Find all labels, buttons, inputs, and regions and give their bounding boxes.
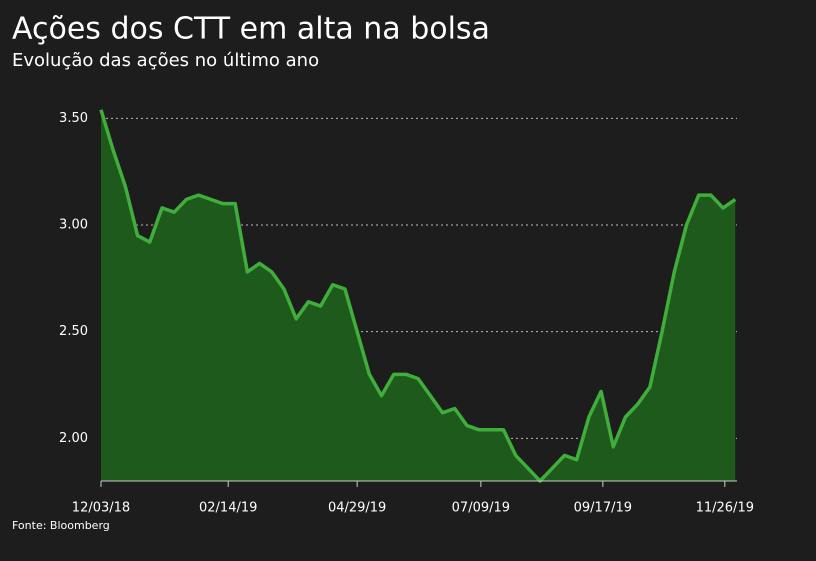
source: Fonte: Bloomberg (12, 519, 110, 532)
area (101, 109, 736, 482)
y-tick-label: 2.00 (59, 431, 88, 446)
y-tick-label: 3.50 (59, 111, 88, 126)
x-tick-label: 02/14/19 (199, 501, 257, 516)
x-tick-label: 11/26/19 (696, 501, 754, 516)
chart-title: Ações dos CTT em alta na bolsa (12, 12, 490, 47)
x-tick-label: 09/17/19 (574, 501, 632, 516)
y-tick-label: 3.00 (59, 218, 88, 233)
line (99, 109, 737, 483)
x-tick-label: 12/03/18 (72, 501, 130, 516)
chart-subtitle: Evolução das ações no último ano (12, 50, 319, 71)
x-tick-label: 07/09/19 (452, 501, 510, 516)
y-tick-label: 2.50 (59, 324, 88, 339)
x-tick-label: 04/29/19 (328, 501, 386, 516)
